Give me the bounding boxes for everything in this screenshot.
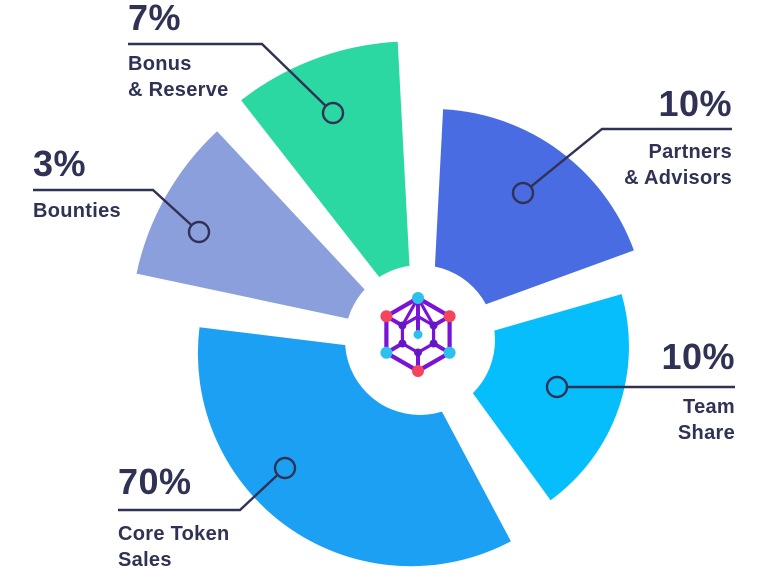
hub-circle bbox=[345, 265, 495, 415]
logo-dot-bottom bbox=[412, 365, 424, 377]
pie-slice-bonus-reserve bbox=[241, 41, 413, 320]
marker-ring-core-token-sales bbox=[273, 456, 297, 480]
marker-ring-bonus-reserve bbox=[321, 101, 345, 125]
logo-dot-upper-right bbox=[443, 310, 456, 323]
marker-ring-bounties bbox=[187, 220, 211, 244]
slice-label-core-token-sales: 70% Core Token Sales bbox=[118, 463, 230, 570]
pie-slice-core-token-sales bbox=[197, 327, 511, 567]
team-share-name: Team Share bbox=[677, 396, 735, 444]
leader-line-bonus-reserve bbox=[128, 42, 327, 107]
marker-ring-partners-advisors bbox=[511, 181, 535, 205]
bounties-percent: 3% bbox=[33, 143, 87, 184]
logo-dot-lower-left bbox=[380, 346, 393, 359]
marker-ring-team-share bbox=[545, 375, 569, 399]
logo-dot-top bbox=[412, 292, 424, 304]
logo-inner-dot bbox=[414, 348, 422, 357]
leader-line-bounties bbox=[33, 188, 193, 227]
leader-line-partners-advisors bbox=[530, 127, 732, 188]
team-share-percent: 10% bbox=[661, 336, 735, 377]
logo-inner-dot bbox=[398, 339, 407, 348]
pie-slice-bounties bbox=[136, 131, 403, 331]
logo-center-dot bbox=[413, 330, 423, 339]
partners-advisors-percent: 10% bbox=[658, 83, 732, 124]
slice-label-bounties: 3% Bounties bbox=[33, 145, 121, 224]
slice-label-team-share: 10% Team Share bbox=[661, 338, 735, 446]
leader-line-core-token-sales bbox=[118, 473, 279, 512]
bounties-name: Bounties bbox=[33, 200, 121, 222]
logo-inner-dot bbox=[398, 321, 407, 330]
logo-inner-dot bbox=[429, 339, 438, 348]
core-token-sales-name: Core Token Sales bbox=[118, 523, 230, 570]
hexagon-network-logo bbox=[380, 292, 456, 377]
pie-slice-partners-advisors bbox=[431, 109, 634, 324]
slice-label-partners-advisors: 10% Partners & Advisors bbox=[624, 85, 732, 191]
logo-dot-lower-right bbox=[443, 346, 456, 359]
bonus-reserve-name: Bonus & Reserve bbox=[128, 53, 229, 101]
logo-inner-dot bbox=[429, 321, 438, 330]
bonus-reserve-percent: 7% bbox=[128, 0, 182, 38]
slice-label-bonus-reserve: 7% Bonus & Reserve bbox=[128, 0, 229, 103]
partners-advisors-name: Partners & Advisors bbox=[624, 141, 732, 189]
core-token-sales-percent: 70% bbox=[118, 461, 192, 502]
logo-dot-upper-left bbox=[380, 310, 393, 323]
